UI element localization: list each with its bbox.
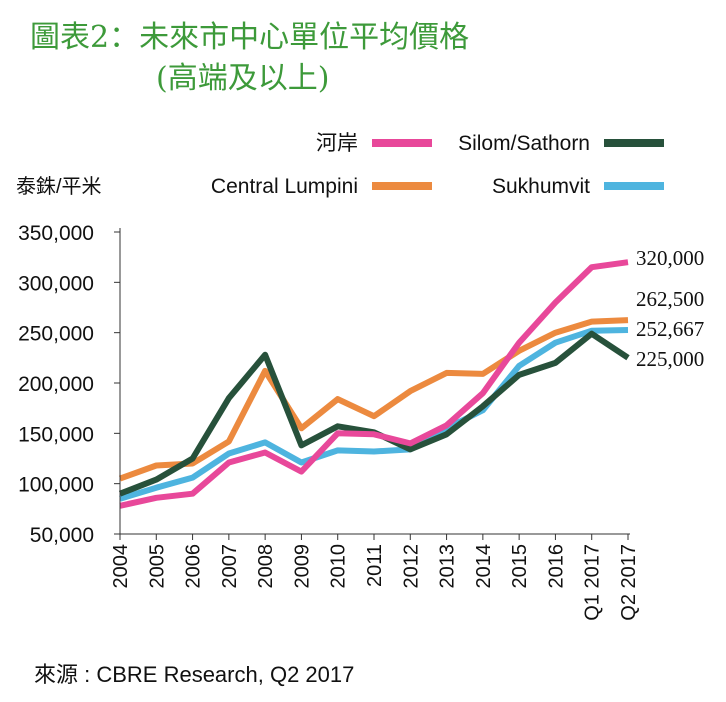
y-tick-label: 350,000 (18, 222, 94, 245)
x-tick-label: 2016 (545, 544, 567, 589)
y-tick-label: 100,000 (18, 474, 94, 497)
x-tick-label: 2010 (328, 544, 350, 589)
y-tick-label: 200,000 (18, 373, 94, 396)
end-label-1: 262,500 (636, 287, 704, 311)
y-tick-label: 150,000 (18, 423, 94, 446)
y-tick-label: 50,000 (30, 524, 94, 547)
chart-title-line1: 圖表2：未來市中心單位平均價格 (30, 20, 469, 55)
x-tick-label: 2014 (473, 544, 495, 589)
x-tick-label: Q1 2017 (582, 544, 604, 621)
legend: 河岸 Central Lumpini Silom/Sathorn Sukhumvit (211, 132, 664, 198)
end-label-2: 225,000 (636, 347, 704, 371)
y-axis-label: 泰銖/平米 (16, 175, 102, 198)
x-tick-label: 2004 (110, 544, 132, 589)
x-tick-label: 2005 (146, 544, 168, 589)
y-axis-ticks: 350,000 300,000 250,000 200,000 150,000 100,0… (18, 222, 120, 547)
end-label-3: 252,667 (636, 317, 704, 341)
legend-label-3: Sukhumvit (492, 175, 590, 198)
x-tick-label: Q2 2017 (618, 544, 640, 621)
legend-label-2: Silom/Sathorn (458, 132, 590, 155)
end-labels: 320,000 262,500 252,667 225,000 (636, 246, 704, 371)
x-tick-label: 2015 (509, 544, 531, 589)
series-line-3 (119, 327, 629, 502)
series-line-0 (119, 259, 629, 509)
x-tick-label: 2011 (364, 544, 386, 587)
y-tick-label: 300,000 (18, 272, 94, 295)
series-line-1 (118, 317, 629, 482)
legend-label-0: 河岸 (316, 132, 358, 155)
x-tick-label: 2007 (219, 544, 241, 589)
x-axis-ticks: 2004 2005 2006 2007 2008 2009 2010 2011 2012 2013… (110, 534, 640, 621)
series-lines (118, 259, 630, 509)
y-tick-label: 250,000 (18, 323, 94, 346)
end-label-0: 320,000 (636, 246, 704, 270)
x-tick-label: 2008 (255, 544, 277, 589)
x-tick-label: 2009 (291, 544, 313, 589)
legend-label-1: Central Lumpini (211, 175, 358, 198)
source-note: 來源 : CBRE Research, Q2 2017 (34, 662, 354, 687)
x-tick-label: 2013 (437, 544, 459, 589)
x-tick-label: 2006 (183, 544, 205, 589)
chart-title-line2: (高端及以上) (156, 61, 329, 96)
x-tick-label: 2012 (400, 544, 422, 589)
